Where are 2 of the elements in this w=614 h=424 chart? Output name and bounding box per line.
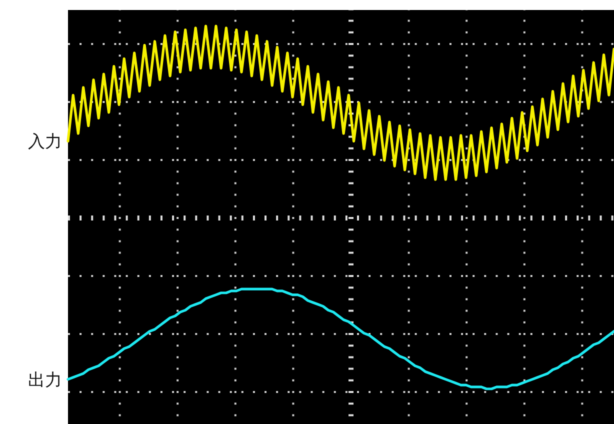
series-label: 出力 — [28, 370, 62, 390]
series-label: 入力 — [28, 132, 62, 152]
